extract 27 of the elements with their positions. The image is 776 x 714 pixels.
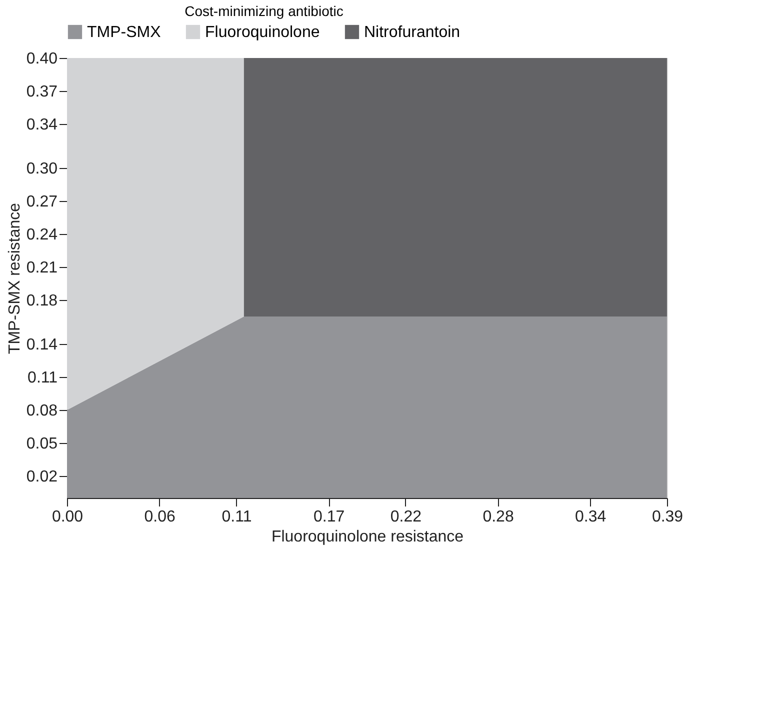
x-tick-label: 0.39	[652, 508, 684, 526]
y-tick-label: 0.34	[26, 116, 58, 134]
x-axis-title: Fluoroquinolone resistance	[271, 528, 464, 546]
x-tick-label: 0.28	[482, 508, 514, 526]
y-tick-label: 0.37	[26, 84, 58, 100]
y-tick-label: 0.05	[26, 436, 58, 452]
y-tick-label: 0.27	[26, 194, 58, 210]
y-axis-title: TMP-SMX resistance	[6, 202, 24, 354]
y-tick-label: 0.11	[28, 370, 58, 386]
y-tick-label: 0.02	[26, 468, 58, 486]
x-tick-label: 0.22	[390, 508, 422, 526]
y-tick-label: 0.21	[26, 260, 58, 276]
y-tick-label: 0.14	[26, 336, 58, 354]
y-tick-label: 0.18	[26, 292, 58, 310]
x-tick-label: 0.17	[313, 508, 345, 526]
legend-label: Nitrofurantoin	[364, 24, 460, 41]
y-tick-label: 0.08	[26, 402, 58, 420]
y-tick-label: 0.40	[26, 50, 58, 68]
legend-label: Fluoroquinolone	[205, 24, 320, 41]
x-tick-label: 0.11	[222, 508, 252, 526]
legend-label: TMP-SMX	[87, 24, 162, 41]
legend-title: Cost-minimizing antibiotic	[184, 3, 344, 19]
x-tick-label: 0.06	[144, 508, 176, 526]
x-tick-label: 0.00	[52, 508, 84, 526]
y-tick-label: 0.30	[26, 160, 58, 178]
y-tick-label: 0.24	[26, 226, 58, 244]
x-tick-label: 0.34	[575, 508, 606, 526]
